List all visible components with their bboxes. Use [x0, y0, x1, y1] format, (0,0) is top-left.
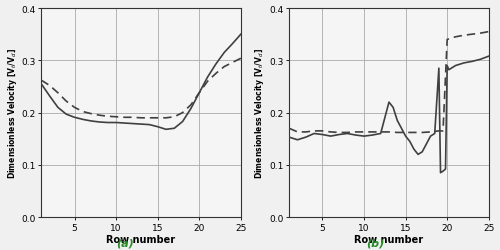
Y-axis label: Dimensionless Velocity [V$_t$/V$_d$]: Dimensionless Velocity [V$_t$/V$_d$]	[254, 48, 266, 178]
Y-axis label: Dimensionless Velocity [V$_t$/V$_d$]: Dimensionless Velocity [V$_t$/V$_d$]	[6, 48, 18, 178]
Text: (b): (b)	[366, 238, 384, 248]
X-axis label: Row number: Row number	[106, 234, 176, 244]
X-axis label: Row number: Row number	[354, 234, 424, 244]
Text: (a): (a)	[116, 238, 134, 248]
